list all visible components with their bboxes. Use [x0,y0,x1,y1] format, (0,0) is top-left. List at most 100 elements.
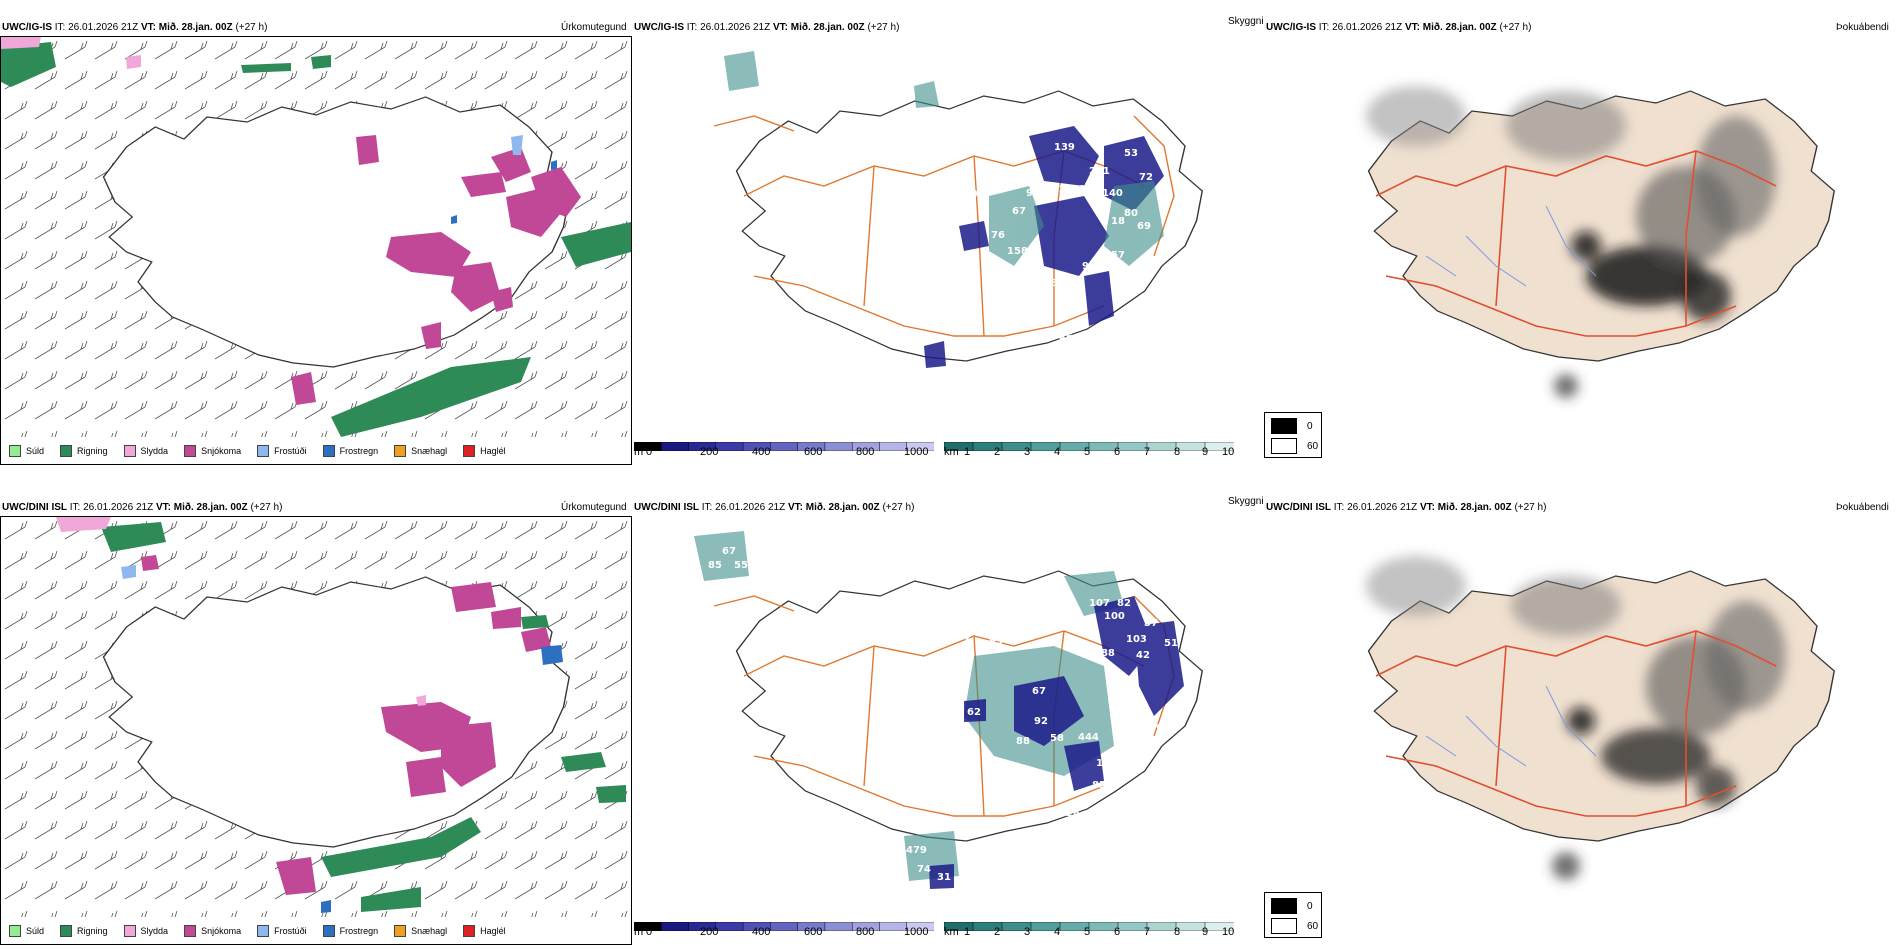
svg-text:88: 88 [1016,736,1030,747]
svg-text:67: 67 [1012,206,1026,217]
height-colorbar-strip [633,441,935,452]
legend-item-snaehagl: Snæhagl [394,445,447,457]
fog-rivers [1425,685,1597,767]
legend-item-frostudi: Frostúði [257,925,307,937]
svg-text:85: 85 [1092,780,1106,791]
svg-text:74: 74 [917,864,931,875]
fog-roads [1375,630,1777,817]
svg-text:52: 52 [959,179,973,190]
legend-item-rigning: Rigning [60,925,108,937]
svg-text:92: 92 [958,632,972,643]
svg-text:11: 11 [1019,177,1033,188]
svg-text:46: 46 [1059,332,1073,343]
fog-title: Þokuábendi [1836,22,1889,33]
legend-item-sudl: Súld [9,445,44,457]
svg-text:83: 83 [1116,740,1130,751]
snow-areas [141,555,551,895]
precip-header: UWC/DINI ISL IT: 26.01.2026 21Z VT: Mið.… [2,502,283,513]
svg-text:42: 42 [1136,650,1150,661]
snow-areas [291,135,581,405]
svg-text:58: 58 [1050,733,1064,744]
precip-title: Úrkomutegund [561,502,627,513]
fog-shading [1366,556,1786,880]
svg-text:92: 92 [1034,716,1048,727]
sleet-areas [1,37,141,69]
svg-text:157: 157 [1104,250,1125,261]
cloud-teal-areas [724,51,1164,266]
fog-map[interactable] [1266,516,1896,916]
svg-text:67: 67 [1032,686,1046,697]
row2: UWC/DINI ISL IT: 26.01.2026 21Z VT: Mið.… [0,480,1900,950]
cloud-height-labels: 67 85 55 107 82 100 37 51 388 103 42 92 … [708,546,1178,883]
cloud-map[interactable]: 67 85 55 107 82 100 37 51 388 103 42 92 … [634,516,1264,916]
fog-shade-key: 0 60 [1264,892,1322,938]
svg-text:123: 123 [1079,184,1100,195]
cloud-dark-areas [929,596,1184,889]
cloud-title: Skyggni [1228,16,1264,27]
svg-text:18: 18 [1111,216,1125,227]
rain-areas [101,522,626,912]
legend-item-haglel: Haglél [463,925,506,937]
frz-areas [451,135,557,224]
visibility-colorbar: km 1 2 3 4 5 6 7 8 9 10 [943,438,1235,458]
svg-text:140: 140 [1102,188,1123,199]
fog-title: Þokuábendi [1836,502,1889,513]
svg-text:158: 158 [1007,246,1028,257]
svg-text:107: 107 [1089,598,1110,609]
height-colorbar: m 0 200 400 600 800 1000 [633,918,935,938]
svg-text:69: 69 [1137,221,1151,232]
cloud-header: UWC/IG-IS IT: 26.01.2026 21Z VT: Mið. 28… [634,22,900,33]
svg-text:37: 37 [1144,618,1158,629]
rain-areas [1,42,631,437]
svg-text:133: 133 [1044,278,1065,289]
svg-text:84: 84 [1026,258,1040,269]
legend-item-snjokoma: Snjókoma [184,445,241,457]
legend-item-sudl: Súld [9,925,44,937]
precip-title: Úrkomutegund [561,22,627,33]
cloud-header: UWC/DINI ISL IT: 26.01.2026 21Z VT: Mið.… [634,502,915,513]
fog-roads [1375,150,1777,337]
svg-text:76: 76 [991,230,1005,241]
frz-areas [121,565,563,913]
fog-header: UWC/IG-IS IT: 26.01.2026 21Z VT: Mið. 28… [1266,22,1532,33]
svg-text:103: 103 [1126,634,1147,645]
legend-item-rigning: Rigning [60,445,108,457]
precip-legend: Súld Rigning Slydda Snjókoma Frostúði Fr… [1,920,631,942]
fog-map[interactable] [1266,36,1896,436]
vis-colorbar-strip [943,441,1235,452]
legend-item-frostregn: Frostregn [322,445,378,457]
sleet-areas [56,517,426,706]
svg-text:99: 99 [1026,188,1040,199]
cloud-title: Skyggni [1228,496,1264,507]
legend-item-snaehagl: Snæhagl [394,925,447,937]
svg-text:28: 28 [1066,808,1080,819]
row1: UWC/IG-IS IT: 26.01.2026 21Z VT: Mið. 28… [0,0,1900,470]
legend-item-snjokoma: Snjókoma [184,925,241,937]
svg-text:53: 53 [1124,148,1138,159]
svg-text:51: 51 [1164,638,1178,649]
legend-item-haglel: Haglél [463,445,506,457]
svg-text:211: 211 [1089,166,1110,177]
svg-text:85: 85 [708,560,722,571]
svg-text:100: 100 [1104,611,1125,622]
visibility-colorbar: km 1 2 3 4 5 6 7 8 9 10 [943,918,1235,938]
svg-text:95: 95 [989,636,1003,647]
precip-map-frame[interactable]: Súld Rigning Slydda Snjókoma Frostúði Fr… [0,516,632,945]
legend-item-slydda: Slydda [123,445,168,457]
svg-text:139: 139 [1054,142,1075,153]
cloud-height-labels: 139 53 211 123 120 72 140 80 69 99 67 18… [930,142,1153,401]
precip-map-frame[interactable]: Súld Rigning Slydda Snjókoma Frostúði Fr… [0,36,632,465]
svg-text:388: 388 [1094,648,1115,659]
cloud-map[interactable]: 139 53 211 123 120 72 140 80 69 99 67 18… [634,36,1264,436]
svg-text:62: 62 [967,707,981,718]
fog-shading [1366,86,1776,398]
svg-text:80: 80 [1139,710,1153,721]
svg-text:100: 100 [1096,758,1117,769]
precip-header: UWC/IG-IS IT: 26.01.2026 21Z VT: Mið. 28… [2,22,268,33]
svg-text:72: 72 [1139,172,1153,183]
svg-text:444: 444 [1078,732,1099,743]
svg-text:91: 91 [1082,261,1096,272]
svg-text:78: 78 [946,243,960,254]
svg-text:90: 90 [989,258,1003,269]
fog-header: UWC/DINI ISL IT: 26.01.2026 21Z VT: Mið.… [1266,502,1547,513]
